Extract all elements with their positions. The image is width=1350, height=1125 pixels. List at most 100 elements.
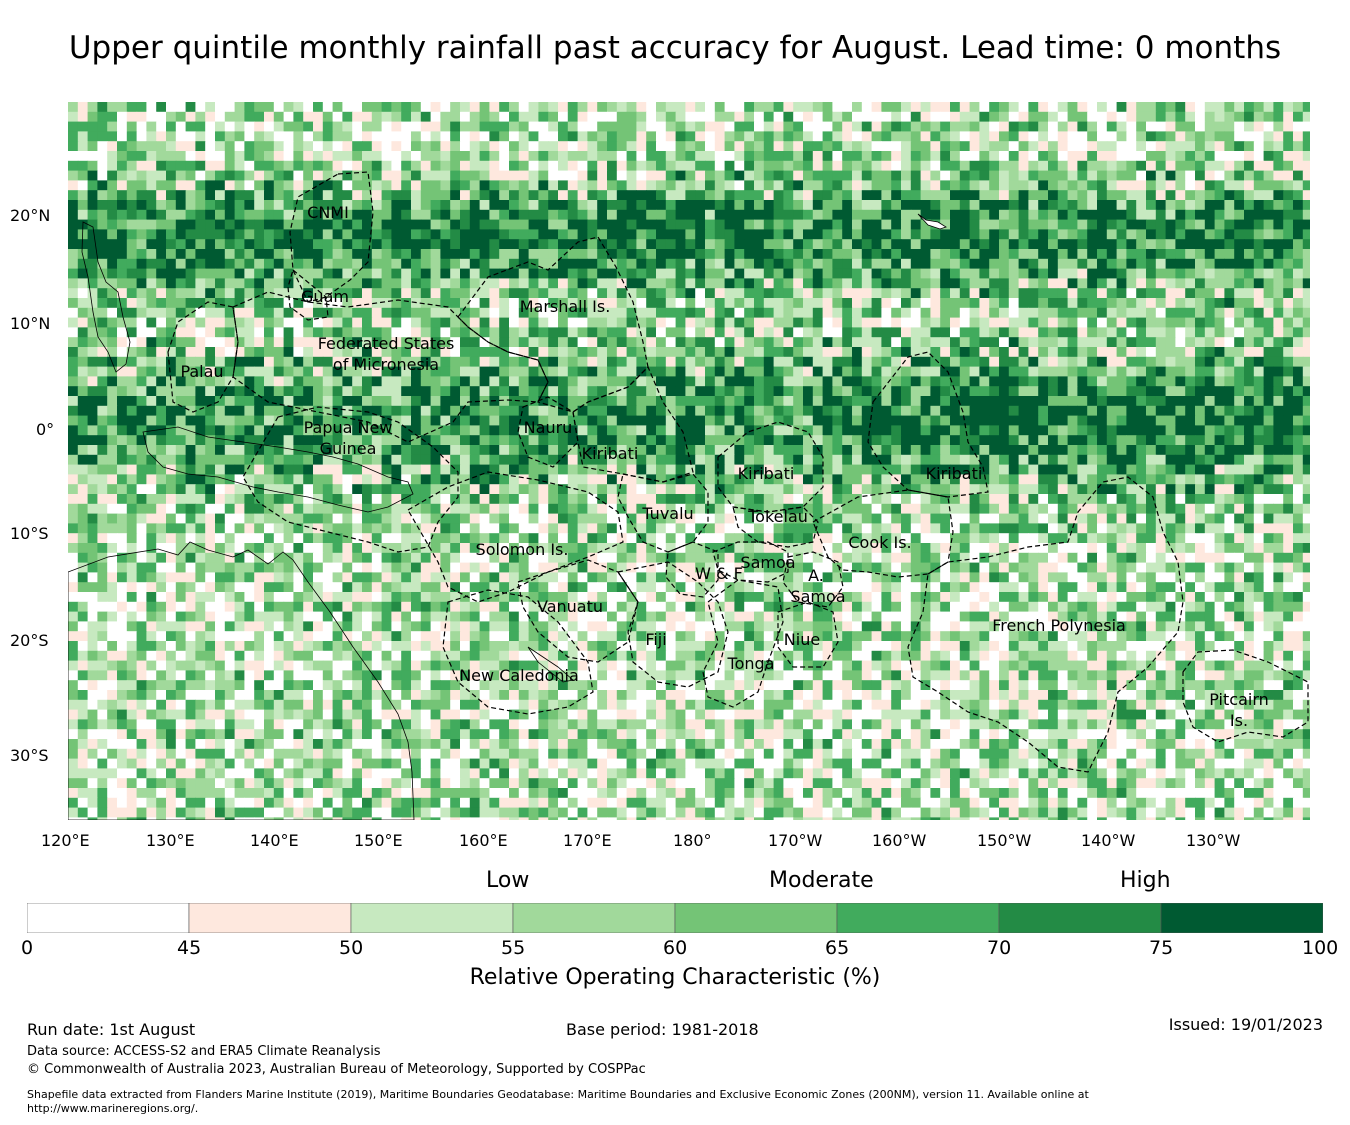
- colorbar-bin-60-65: [674, 903, 838, 933]
- lat-label-20s: 20°S: [10, 631, 49, 650]
- region-label-png1: Papua New: [304, 418, 393, 437]
- wf-eez: [665, 541, 719, 598]
- new-guinea-outline: [142, 426, 414, 513]
- lat-label-30s: 30°S: [10, 746, 49, 765]
- colorbar-tick-65: 65: [825, 937, 850, 959]
- colorbar-axis-title: Relative Operating Characteristic (%): [469, 965, 881, 990]
- solomon-eez: [407, 471, 624, 603]
- region-label-png2: Guinea: [320, 439, 377, 458]
- colorbar: [27, 903, 1323, 933]
- region-label-cnmi: CNMI: [307, 203, 349, 222]
- lon-label-180: 180°: [673, 831, 712, 850]
- kiribati-w-eez: [572, 365, 694, 483]
- roc-grid-cells: [68, 102, 1310, 820]
- lon-label-160w: 160°W: [872, 831, 927, 850]
- region-label-pitcairn1: Pitcairn: [1209, 690, 1269, 709]
- map-title: Upper quintile monthly rainfall past acc…: [68, 30, 1282, 66]
- category-low: Low: [486, 868, 530, 893]
- region-label-niue: Niue: [784, 630, 820, 649]
- kiribati-c-eez: [717, 421, 824, 513]
- newcal-eez: [442, 589, 594, 715]
- colorbar-tick-50: 50: [339, 937, 364, 959]
- tonga-eez: [702, 579, 784, 708]
- base-period: Base period: 1981-2018: [566, 1020, 759, 1039]
- region-label-palau: Palau: [180, 362, 223, 381]
- colorbar-bin-70-75: [998, 903, 1162, 933]
- tokelau-eez: [732, 506, 819, 548]
- fsm-eez: [232, 291, 549, 443]
- colorbar-tick-60: 60: [663, 937, 688, 959]
- lat-label-0: 0°: [36, 420, 55, 439]
- hawaii-outline: [917, 213, 947, 230]
- region-label-cook: Cook Is.: [848, 533, 911, 552]
- region-label-kiribati-w: Kiribati: [582, 444, 639, 463]
- lat-label-10n: 10°N: [10, 314, 51, 333]
- lat-label-20n: 20°N: [10, 206, 51, 225]
- lon-label-130e: 130°E: [146, 831, 195, 850]
- frpoly-eez: [907, 476, 1184, 773]
- colorbar-tick-0: 0: [21, 937, 34, 959]
- region-label-vanuatu: Vanuatu: [537, 597, 603, 616]
- region-label-kiribati-c: Kiribati: [738, 464, 795, 483]
- nauru-eez: [517, 396, 579, 468]
- shapefile-credit-line1: Shapefile data extracted from Flanders M…: [27, 1088, 1089, 1101]
- lat-label-10s: 10°S: [10, 524, 49, 543]
- region-label-fiji: Fiji: [645, 630, 666, 649]
- region-label-kiribati-e: Kiribati: [926, 464, 983, 483]
- lon-label-170e: 170°E: [563, 831, 612, 850]
- fiji-eez: [617, 561, 729, 688]
- lon-label-160e: 160°E: [459, 831, 508, 850]
- vanuatu-eez: [517, 559, 639, 663]
- region-label-wf: W & F: [695, 564, 743, 583]
- issued-date: Issued: 19/01/2023: [1168, 1015, 1323, 1034]
- colorbar-tick-55: 55: [501, 937, 526, 959]
- lon-label-140e: 140°E: [250, 831, 299, 850]
- lon-label-120e: 120°E: [41, 831, 90, 850]
- run-date: Run date: 1st August: [27, 1020, 196, 1039]
- colorbar-bin-55-60: [512, 903, 676, 933]
- palau-eez: [167, 301, 239, 413]
- asamoa-eez: [782, 551, 844, 608]
- philippines-outline: [81, 221, 131, 373]
- region-label-tonga: Tonga: [727, 654, 775, 673]
- guam-eez: [287, 268, 329, 321]
- eez-boundaries: [167, 171, 1309, 773]
- region-label-samoa: Samoa: [740, 553, 795, 572]
- region-label-fsm2: of Micronesia: [333, 355, 439, 374]
- category-moderate: Moderate: [769, 868, 874, 893]
- shapefile-credit-line2: http://www.marineregions.org/.: [27, 1102, 199, 1115]
- lon-label-140w: 140°W: [1081, 831, 1136, 850]
- cnmi-eez: [289, 171, 374, 303]
- region-label-newcal: New Caledonia: [459, 666, 579, 685]
- region-label-asamoa2: Samoa: [790, 587, 845, 606]
- copyright: © Commonwealth of Australia 2023, Austra…: [27, 1062, 646, 1077]
- colorbar-tick-45: 45: [177, 937, 202, 959]
- samoa-eez: [712, 541, 789, 583]
- colorbar-bin-0-45: [27, 903, 190, 933]
- colorbar-bin-45-50: [188, 903, 352, 933]
- colorbar-bin-50-55: [350, 903, 514, 933]
- colorbar-bin-75-100: [1160, 903, 1323, 933]
- lon-label-130w: 130°W: [1186, 831, 1241, 850]
- category-high: High: [1120, 868, 1171, 893]
- lon-label-150e: 150°E: [354, 831, 403, 850]
- png-eez: [242, 406, 459, 553]
- pitcairn-eez: [1182, 649, 1309, 743]
- accuracy-map: CNMI Guam Marshall Is. Federated States of M…: [68, 102, 1310, 820]
- region-label-fsm1: Federated States: [318, 334, 455, 353]
- colorbar-tick-100: 100: [1302, 937, 1339, 959]
- colorbar-bin-65-70: [836, 903, 1000, 933]
- colorbar-tick-70: 70: [987, 937, 1012, 959]
- lon-label-170w: 170°W: [768, 831, 823, 850]
- region-label-tuvalu: Tuvalu: [641, 504, 693, 523]
- land-outlines: [68, 213, 947, 820]
- lon-label-150w: 150°W: [977, 831, 1032, 850]
- data-source: Data source: ACCESS-S2 and ERA5 Climate …: [27, 1044, 381, 1059]
- region-label-asamoa1: A.: [808, 566, 824, 585]
- tuvalu-eez: [617, 473, 709, 553]
- new-caledonia-outline: [527, 646, 574, 683]
- kiribati-e-eez: [867, 351, 989, 498]
- region-label-pitcairn2: Is.: [1230, 711, 1248, 730]
- niue-eez: [777, 601, 839, 668]
- shapefile-credit: Shapefile data extracted from Flanders M…: [27, 1088, 1089, 1116]
